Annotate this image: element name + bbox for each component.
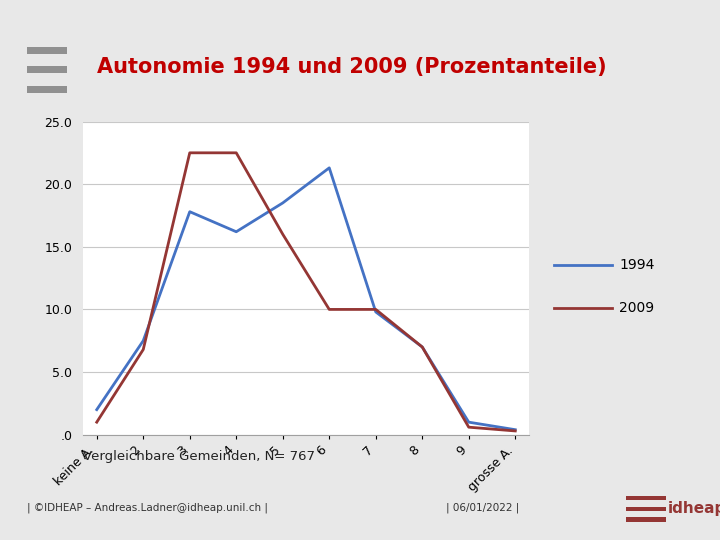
1994 (325, 165, 333, 171)
Text: Autonomie 1994 und 2009 (Prozentanteile): Autonomie 1994 und 2009 (Prozentanteile) (97, 57, 607, 78)
Text: Vergleichbare Gemeinden, N= 767: Vergleichbare Gemeinden, N= 767 (83, 450, 315, 463)
2009 (279, 231, 287, 238)
Text: 1994: 1994 (619, 258, 654, 272)
2009 (186, 150, 194, 156)
1994 (418, 344, 426, 350)
2009 (232, 150, 240, 156)
2009 (511, 428, 520, 434)
Line: 1994: 1994 (96, 168, 516, 430)
1994 (372, 309, 380, 315)
1994 (511, 427, 520, 433)
2009 (325, 306, 333, 313)
1994 (139, 338, 148, 344)
1994 (464, 419, 473, 426)
1994 (232, 228, 240, 235)
2009 (372, 306, 380, 313)
1994 (279, 200, 287, 206)
2009 (139, 346, 148, 353)
Text: idheap: idheap (668, 501, 720, 516)
Text: | ©IDHEAP – Andreas.Ladner@idheap.unil.ch |: | ©IDHEAP – Andreas.Ladner@idheap.unil.c… (27, 502, 269, 513)
2009 (418, 344, 426, 350)
1994 (92, 407, 101, 413)
2009 (92, 419, 101, 426)
Line: 2009: 2009 (96, 153, 516, 431)
1994 (186, 208, 194, 215)
Text: 2009: 2009 (619, 301, 654, 315)
2009 (464, 424, 473, 430)
Text: | 06/01/2022 |: | 06/01/2022 | (446, 502, 520, 513)
